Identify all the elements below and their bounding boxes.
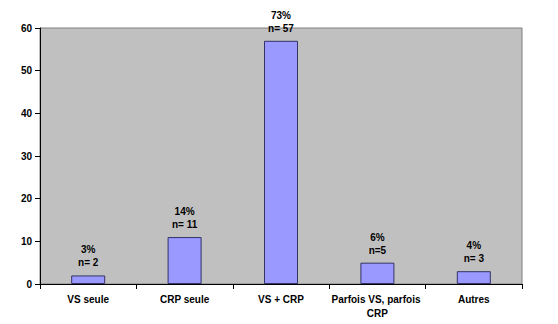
svg-text:0: 0 — [26, 279, 32, 290]
svg-text:10: 10 — [21, 236, 33, 247]
svg-text:Parfois VS, parfois: Parfois VS, parfois — [332, 294, 424, 305]
svg-text:n= 3: n= 3 — [464, 253, 485, 264]
svg-text:30: 30 — [21, 151, 33, 162]
svg-text:20: 20 — [21, 193, 33, 204]
svg-text:6%: 6% — [370, 232, 385, 243]
svg-text:VS seule: VS seule — [67, 294, 109, 305]
svg-text:14%: 14% — [175, 206, 195, 217]
svg-text:n= 57: n= 57 — [268, 23, 294, 34]
svg-text:VS + CRP: VS + CRP — [258, 294, 304, 305]
svg-text:60: 60 — [21, 23, 33, 34]
svg-text:Autres: Autres — [458, 294, 490, 305]
svg-text:4%: 4% — [467, 240, 482, 251]
svg-text:CRP seule: CRP seule — [160, 294, 210, 305]
svg-text:73%: 73% — [271, 10, 291, 21]
svg-text:40: 40 — [21, 108, 33, 119]
svg-text:n= 11: n= 11 — [172, 219, 198, 230]
svg-text:n= 2: n= 2 — [78, 257, 99, 268]
svg-text:50: 50 — [21, 65, 33, 76]
svg-text:CRP: CRP — [367, 308, 388, 319]
svg-text:3%: 3% — [81, 244, 96, 255]
svg-text:n=5: n=5 — [369, 245, 387, 256]
